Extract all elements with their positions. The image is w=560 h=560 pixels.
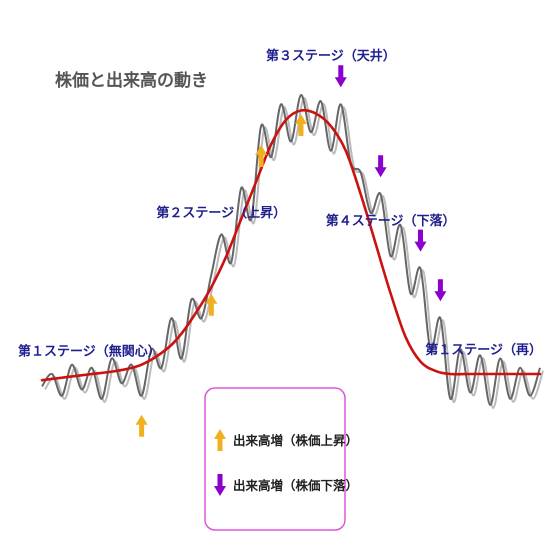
volume-down-arrow-icon-7-shape: [414, 229, 427, 252]
volume-up-arrow-icon-3: [255, 145, 268, 167]
legend-up-arrow-icon-shape: [214, 429, 226, 451]
trend-line: [40, 108, 542, 382]
volume-down-arrow-icon-7: [414, 229, 427, 252]
legend: 出来高増（株価上昇） 出来高増（株価下落）: [204, 387, 358, 531]
volume-up-arrow-icon-4: [294, 114, 307, 136]
volume-up-arrow-icon-1-shape: [135, 414, 148, 437]
volume-down-arrow-icon-5: [334, 65, 347, 88]
legend-items: 出来高増（株価上昇） 出来高増（株価下落）: [214, 429, 358, 496]
volume-up-arrow-icon-3-shape: [255, 145, 268, 167]
chart-title: 株価と出来高の動き: [55, 70, 208, 91]
stage-label-1: 第１ステージ（無関心）: [18, 344, 161, 360]
volume-up-arrow-icon-2-shape: [205, 293, 218, 316]
legend-box: [204, 387, 346, 531]
price-line-shadow: [44, 96, 544, 410]
stage-label-3: 第３ステージ（天井）: [266, 48, 396, 64]
legend-label-2: 出来高増（株価下落）: [233, 478, 358, 493]
volume-up-arrow-icon-2: [205, 293, 218, 316]
legend-up-arrow-icon: [214, 429, 226, 451]
volume-markers: [135, 65, 447, 437]
volume-down-arrow-icon-6-shape: [374, 155, 387, 178]
volume-up-arrow-icon-4-shape: [294, 114, 307, 136]
volume-down-arrow-icon-8-shape: [434, 279, 447, 302]
price-line-shadow-layer: [44, 96, 544, 410]
volume-down-arrow-icon-8: [434, 279, 447, 302]
stage-label-4: 第４ステージ（下落）: [326, 213, 456, 229]
price-line: [41, 93, 541, 407]
legend-label-1: 出来高増（株価上昇）: [233, 433, 358, 448]
legend-down-arrow-icon: [214, 474, 226, 496]
volume-up-arrow-icon-1: [135, 414, 148, 437]
stage-label-5: 第１ステージ（再）: [425, 342, 542, 358]
chart-lines: [40, 93, 542, 407]
legend-down-arrow-icon-shape: [214, 474, 226, 496]
volume-down-arrow-icon-5-shape: [334, 65, 347, 88]
volume-down-arrow-icon-6: [374, 155, 387, 178]
stage-label-2: 第２ステージ（上昇）: [156, 205, 286, 221]
stage-labels: 第１ステージ（無関心） 第２ステージ（上昇） 第３ステージ（天井） 第４ステージ（下落…: [18, 48, 542, 360]
